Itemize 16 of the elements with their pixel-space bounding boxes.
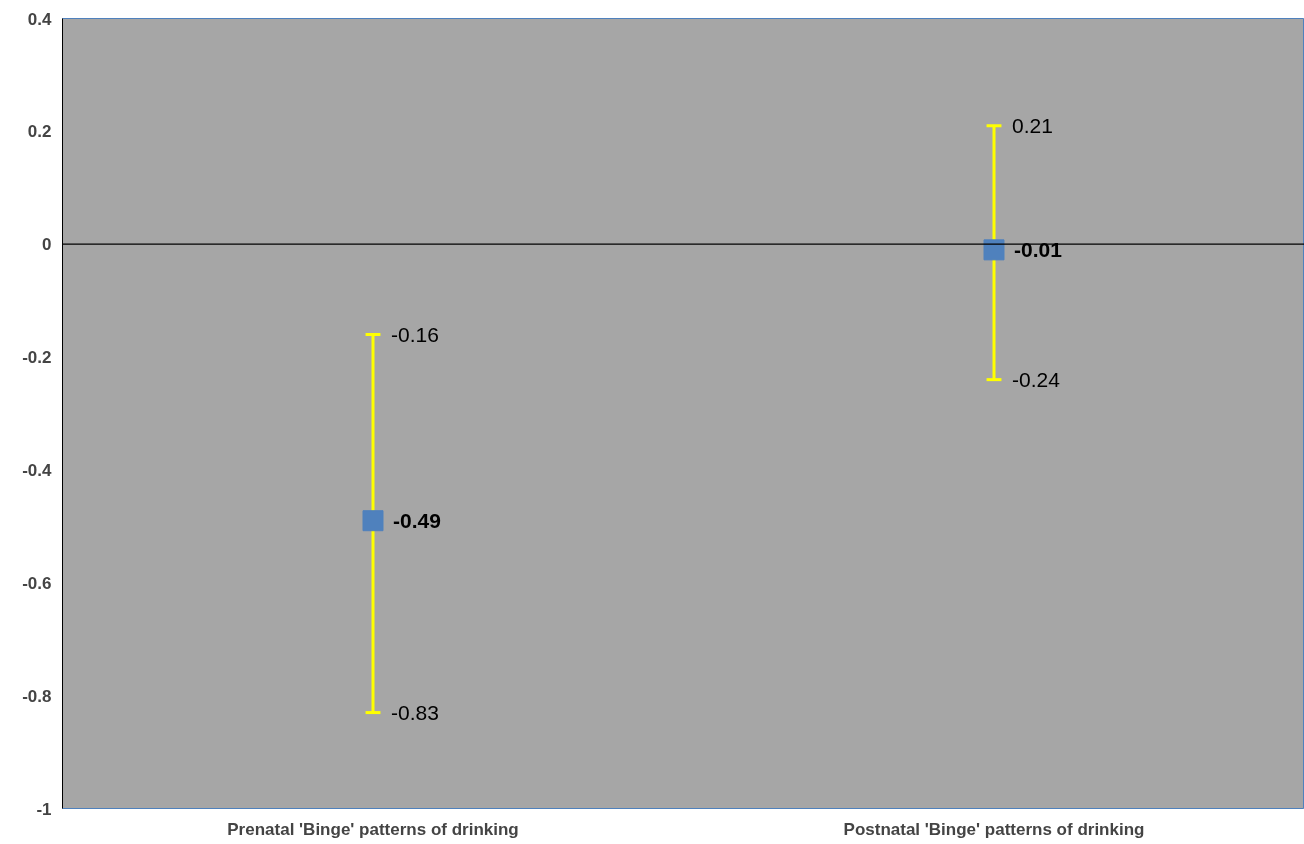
y-tick-label: 0 xyxy=(42,235,52,255)
y-tick-label: -0.8 xyxy=(22,686,52,706)
annotation: -0.24 xyxy=(1012,367,1061,391)
annotation: -0.83 xyxy=(391,700,439,724)
annotation: 0.21 xyxy=(1012,113,1053,137)
data-label: -0.49 xyxy=(393,508,441,532)
y-tick-label: -0.6 xyxy=(22,573,52,593)
x-tick-label: Postnatal 'Binge' patterns of drinking xyxy=(843,819,1145,839)
annotation: -0.16 xyxy=(391,322,439,346)
y-tick-label: -1 xyxy=(36,799,52,819)
data-label: -0.01 xyxy=(1014,237,1063,261)
y-tick-label: -0.2 xyxy=(22,348,52,368)
y-tick-label: 0.4 xyxy=(27,9,53,29)
y-tick-label: -0.4 xyxy=(22,460,53,480)
y-tick-label: 0.2 xyxy=(27,122,52,142)
x-tick-label: Prenatal 'Binge' patterns of drinking xyxy=(227,819,519,839)
